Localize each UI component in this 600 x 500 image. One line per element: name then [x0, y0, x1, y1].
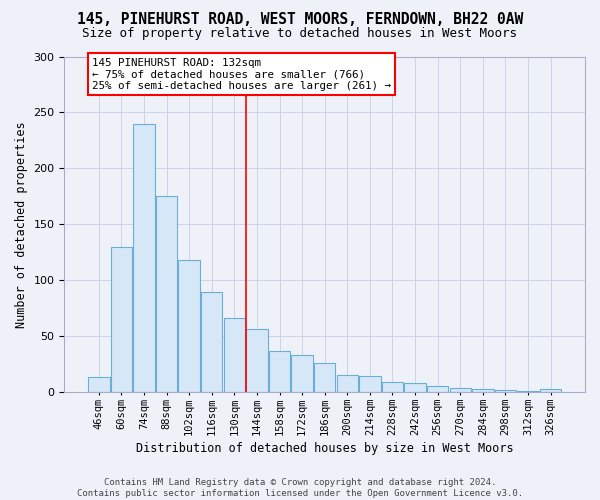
- Bar: [88, 378, 110, 392]
- Bar: [359, 376, 380, 392]
- Bar: [269, 350, 290, 392]
- Bar: [449, 388, 471, 392]
- Bar: [246, 330, 268, 392]
- Bar: [156, 196, 177, 392]
- Text: 145 PINEHURST ROAD: 132sqm
← 75% of detached houses are smaller (766)
25% of sem: 145 PINEHURST ROAD: 132sqm ← 75% of deta…: [92, 58, 391, 91]
- Bar: [314, 363, 335, 392]
- Bar: [517, 391, 539, 392]
- Bar: [201, 292, 223, 392]
- Bar: [337, 375, 358, 392]
- Text: Contains HM Land Registry data © Crown copyright and database right 2024.
Contai: Contains HM Land Registry data © Crown c…: [77, 478, 523, 498]
- Text: 145, PINEHURST ROAD, WEST MOORS, FERNDOWN, BH22 0AW: 145, PINEHURST ROAD, WEST MOORS, FERNDOW…: [77, 12, 523, 28]
- Bar: [494, 390, 516, 392]
- X-axis label: Distribution of detached houses by size in West Moors: Distribution of detached houses by size …: [136, 442, 514, 455]
- Text: Size of property relative to detached houses in West Moors: Size of property relative to detached ho…: [83, 28, 517, 40]
- Bar: [292, 355, 313, 392]
- Bar: [404, 383, 426, 392]
- Bar: [472, 388, 494, 392]
- Bar: [110, 246, 132, 392]
- Bar: [224, 318, 245, 392]
- Bar: [427, 386, 448, 392]
- Bar: [178, 260, 200, 392]
- Bar: [133, 124, 155, 392]
- Bar: [382, 382, 403, 392]
- Bar: [540, 388, 562, 392]
- Y-axis label: Number of detached properties: Number of detached properties: [15, 121, 28, 328]
